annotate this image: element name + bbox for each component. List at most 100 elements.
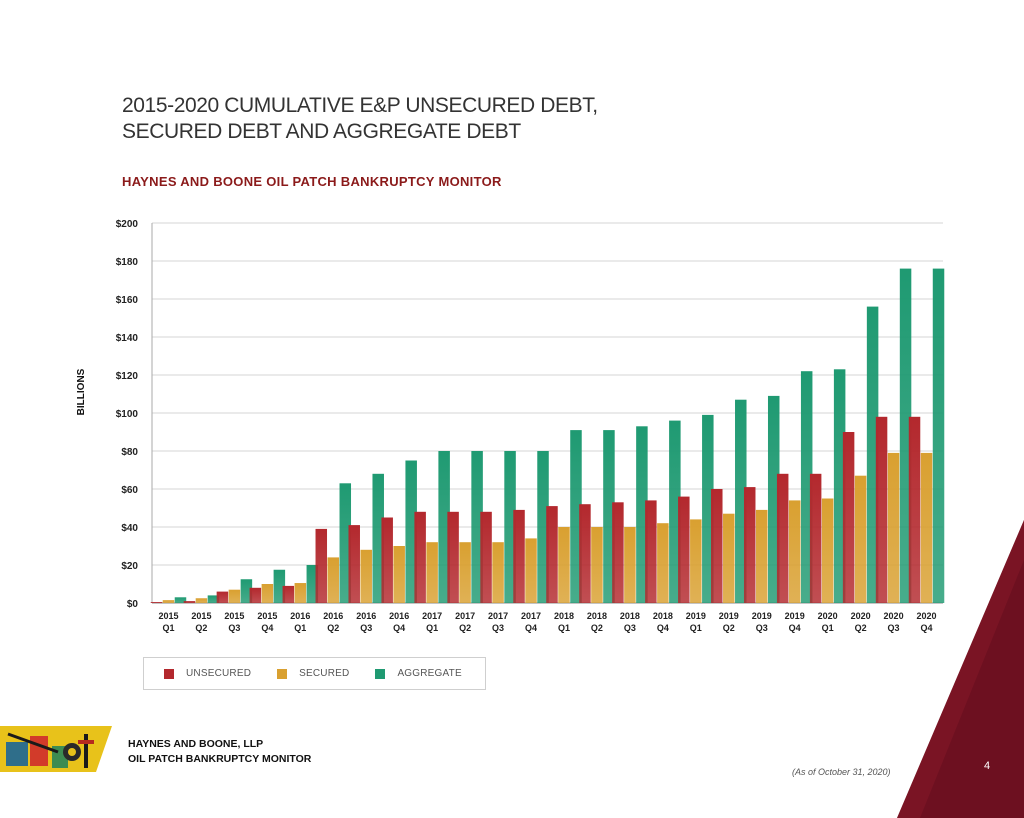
y-tick-label: $200 <box>116 219 139 230</box>
bar-secured <box>228 589 241 603</box>
x-tick-label-year: 2019 <box>785 611 805 621</box>
bar-aggregate <box>405 460 417 603</box>
bar-secured <box>723 513 735 603</box>
bar-aggregate <box>735 399 747 603</box>
legend-label-aggregate: AGGREGATE <box>397 668 462 679</box>
x-tick-label-year: 2017 <box>521 611 541 621</box>
bar-aggregate <box>833 369 846 603</box>
y-tick-label: $20 <box>121 561 138 572</box>
bar-aggregate <box>603 430 615 603</box>
as-of-date: (As of October 31, 2020) <box>792 767 891 777</box>
x-tick-label-quarter: Q3 <box>624 623 636 633</box>
bar-aggregate <box>800 371 813 603</box>
x-tick-label-year: 2016 <box>323 611 343 621</box>
bar-secured <box>558 527 570 603</box>
x-tick-label-year: 2020 <box>917 611 937 621</box>
legend-swatch-unsecured <box>164 668 174 679</box>
x-tick-label-year: 2018 <box>587 611 607 621</box>
bar-unsecured <box>579 504 591 603</box>
bar-aggregate <box>240 579 253 603</box>
bar-secured <box>690 519 702 603</box>
bar-secured <box>393 546 405 603</box>
bar-aggregate <box>438 451 450 603</box>
bar-aggregate <box>636 426 648 603</box>
bar-unsecured <box>183 601 196 603</box>
chart-legend: UNSECURED SECURED AGGREGATE <box>143 657 486 690</box>
y-tick-label: $40 <box>121 523 138 534</box>
y-tick-label: $120 <box>116 371 139 382</box>
bar-unsecured <box>513 509 525 603</box>
bar-secured <box>755 509 768 603</box>
title-line-2: SECURED DEBT AND AGGREGATE DEBT <box>122 120 521 143</box>
y-tick-label: $60 <box>121 485 138 496</box>
y-tick-label: $180 <box>116 257 139 268</box>
x-tick-label-year: 2016 <box>290 611 310 621</box>
bar-unsecured <box>875 416 888 603</box>
y-tick-label: $140 <box>116 333 139 344</box>
x-tick-label-quarter: Q4 <box>657 623 669 633</box>
bar-aggregate <box>273 569 286 603</box>
y-tick-label: $0 <box>127 599 139 610</box>
x-tick-label-year: 2017 <box>488 611 508 621</box>
bar-aggregate <box>207 595 220 603</box>
bar-secured <box>261 584 274 603</box>
y-tick-label: $80 <box>121 447 138 458</box>
bar-unsecured <box>645 500 657 603</box>
legend-label-secured: SECURED <box>299 668 350 679</box>
legend-label-unsecured: UNSECURED <box>186 668 252 679</box>
y-tick-label: $160 <box>116 295 139 306</box>
x-tick-label-year: 2019 <box>686 611 706 621</box>
x-tick-label-quarter: Q1 <box>294 623 306 633</box>
bar-unsecured <box>414 511 426 603</box>
x-tick-label-year: 2020 <box>851 611 871 621</box>
x-tick-label-year: 2019 <box>752 611 772 621</box>
bar-unsecured <box>612 502 624 603</box>
bar-unsecured <box>546 506 558 603</box>
footer-firm-name: HAYNES AND BOONE, LLP OIL PATCH BANKRUPT… <box>128 737 311 767</box>
footer-firm-line-2: OIL PATCH BANKRUPTCY MONITOR <box>128 753 312 765</box>
title-line-1: 2015-2020 CUMULATIVE E&P UNSECURED DEBT, <box>122 94 598 117</box>
report-subtitle: HAYNES AND BOONE OIL PATCH BANKRUPTCY MO… <box>122 174 502 189</box>
bar-secured <box>360 549 372 603</box>
corner-triangle-shade <box>897 520 1024 818</box>
bar-aggregate <box>866 306 879 603</box>
y-axis-title: BILLIONS <box>76 368 87 415</box>
x-tick-label-quarter: Q1 <box>822 623 834 633</box>
bar-secured <box>887 452 900 603</box>
oil-pumpjack-logo <box>0 726 112 772</box>
bar-unsecured <box>480 511 492 603</box>
y-tick-label: $100 <box>116 409 139 420</box>
x-tick-label-quarter: Q1 <box>162 623 174 633</box>
bar-aggregate <box>372 473 384 603</box>
bar-unsecured <box>678 496 690 603</box>
x-tick-label-year: 2015 <box>257 611 277 621</box>
bar-secured <box>788 500 801 603</box>
bar-secured <box>624 527 636 603</box>
bar-secured <box>525 538 537 603</box>
x-tick-label-quarter: Q2 <box>195 623 207 633</box>
x-tick-label-quarter: Q2 <box>855 623 867 633</box>
bar-aggregate <box>306 565 319 603</box>
x-tick-label-quarter: Q3 <box>360 623 372 633</box>
x-tick-label-quarter: Q3 <box>888 623 900 633</box>
x-tick-label-quarter: Q1 <box>558 623 570 633</box>
bar-aggregate <box>339 483 352 603</box>
bar-secured <box>657 523 669 603</box>
legend-item-secured: SECURED <box>277 668 349 679</box>
bar-secured <box>327 557 340 603</box>
legend-swatch-secured <box>277 668 288 679</box>
bar-aggregate <box>570 430 582 603</box>
x-tick-label-quarter: Q4 <box>393 623 405 633</box>
x-tick-label-year: 2015 <box>191 611 211 621</box>
bar-secured <box>854 475 867 603</box>
bar-aggregate <box>899 268 912 603</box>
x-tick-label-year: 2015 <box>158 611 178 621</box>
x-tick-label-year: 2017 <box>455 611 475 621</box>
bar-secured <box>294 583 307 603</box>
bar-secured <box>821 498 834 603</box>
x-tick-label-quarter: Q2 <box>723 623 735 633</box>
bar-secured <box>459 542 471 603</box>
bar-unsecured <box>711 489 723 603</box>
bar-unsecured <box>743 487 756 603</box>
